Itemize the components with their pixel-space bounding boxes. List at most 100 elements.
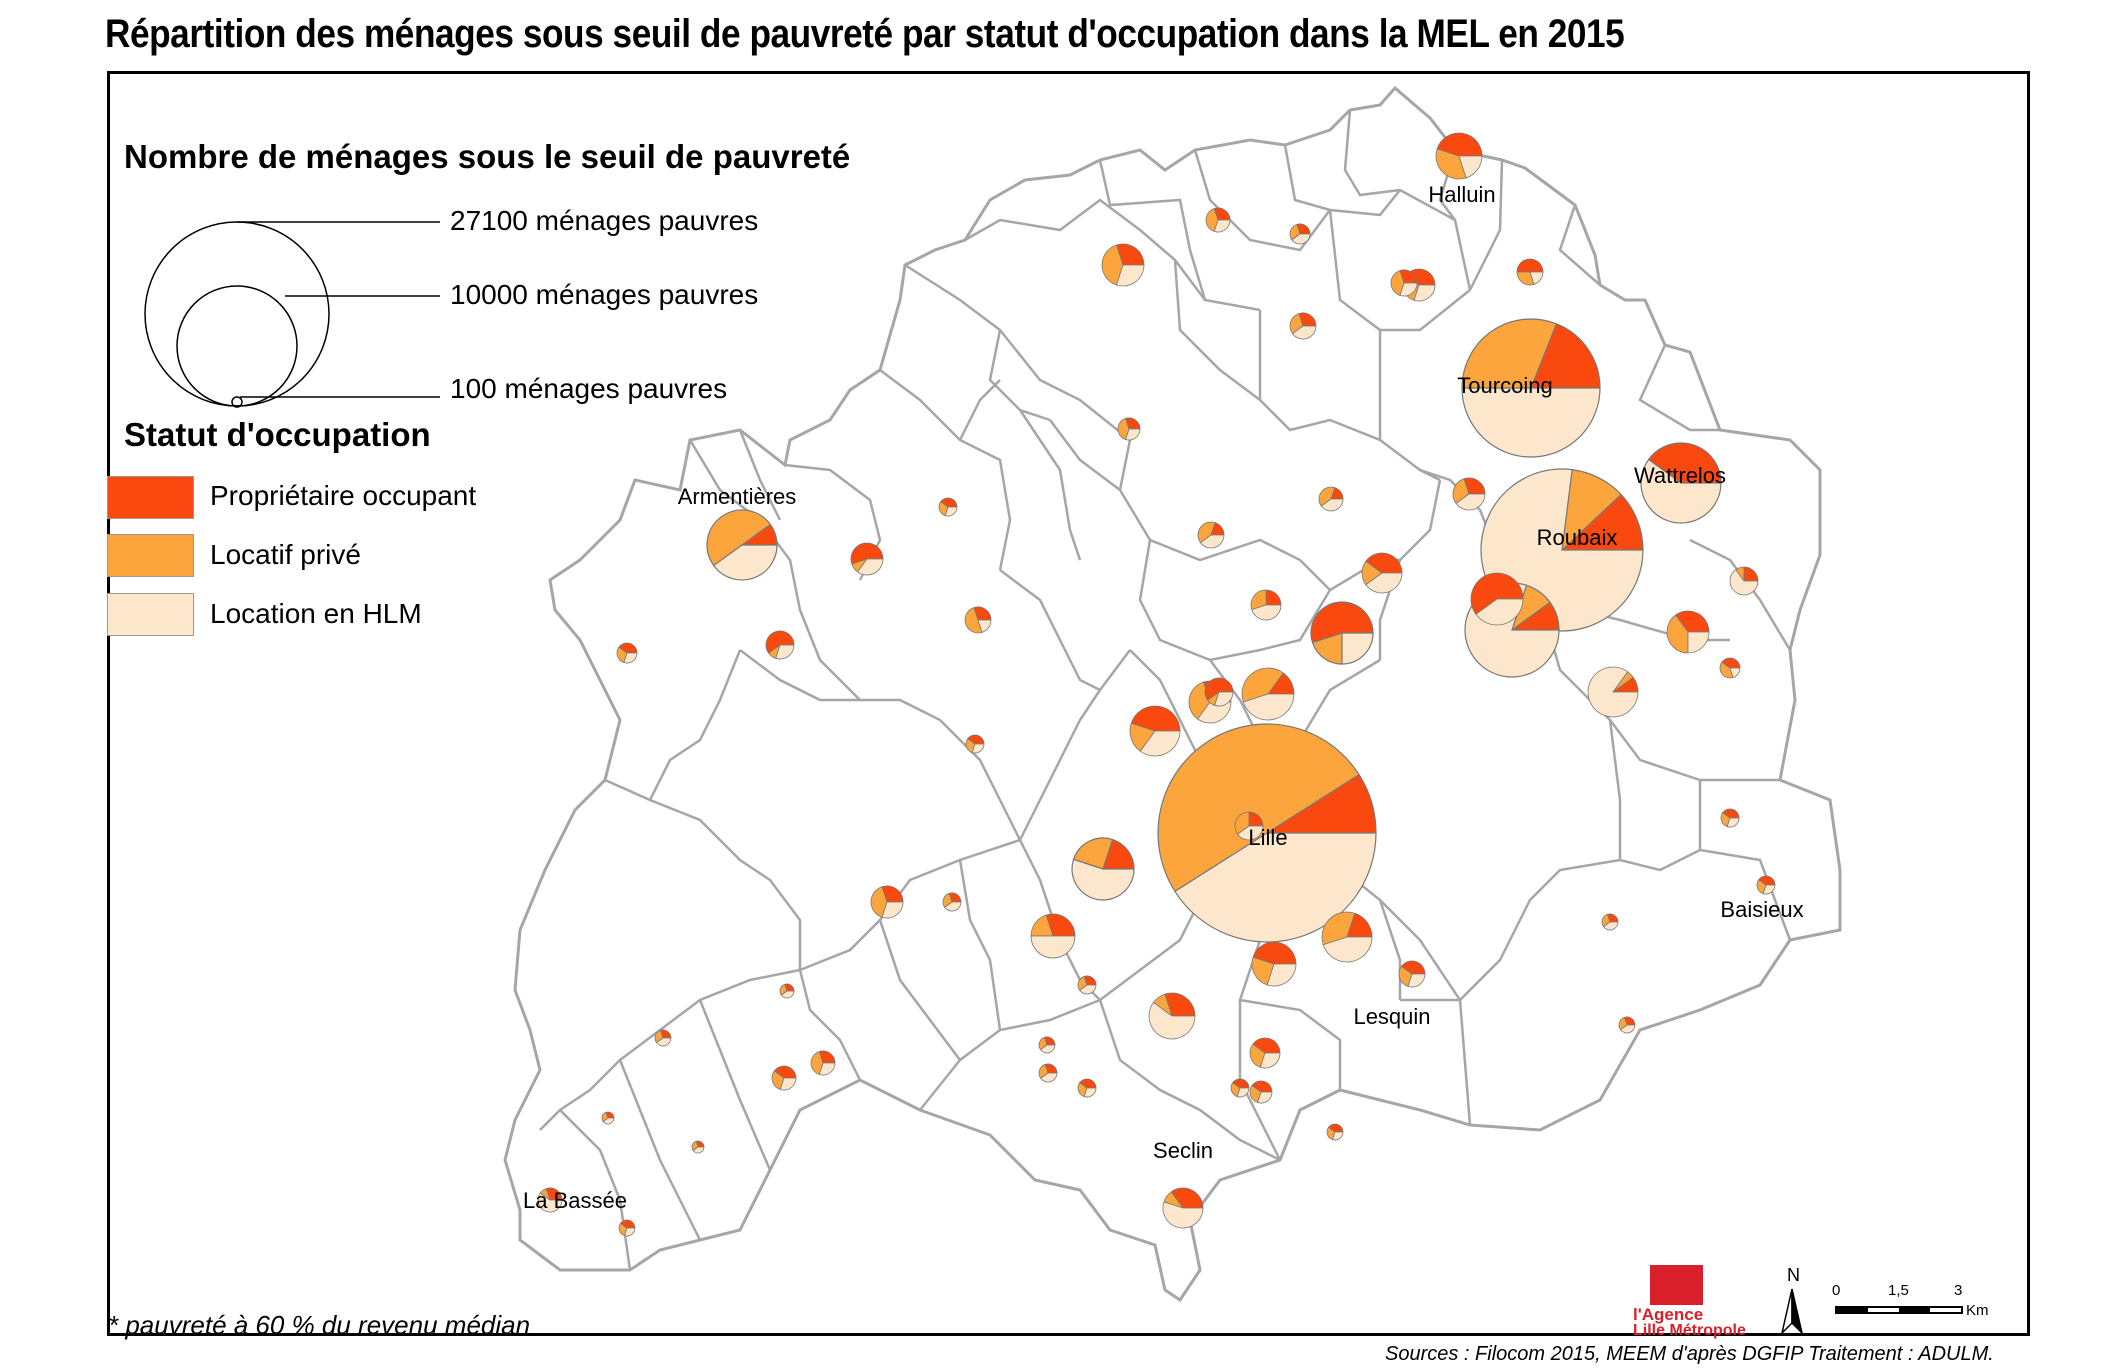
pie-slice-owner <box>1116 243 1145 266</box>
size-legend-label-small: 100 ménages pauvres <box>450 373 728 404</box>
scale-label-1: 1,5 <box>1888 1282 1909 1299</box>
pie-slice-private <box>1250 589 1267 611</box>
map-title: Répartition des ménages sous seuil de pa… <box>105 12 1625 56</box>
pie-chart-commune <box>1516 258 1544 286</box>
pie-chart-commune <box>938 497 958 517</box>
pie-slice-social <box>1039 1044 1056 1054</box>
city-label-baisieux: Baisieux <box>1720 897 1803 922</box>
legend-label-owner: Propriétaire occupant <box>210 480 477 511</box>
size-legend-title: Nombre de ménages sous le seuil de pauvr… <box>124 138 851 175</box>
pie-chart-commune <box>942 892 962 912</box>
pie-slice-private <box>1072 837 1114 870</box>
pie-slice-social <box>1291 233 1311 245</box>
pie-chart-commune <box>1719 657 1741 679</box>
pie-chart-commune <box>1756 875 1776 895</box>
size-legend-label-medium: 10000 ménages pauvres <box>450 279 759 310</box>
pie-slice-social <box>655 1037 672 1047</box>
pie-slice-social <box>1461 387 1601 458</box>
pie-slice-owner <box>1251 1080 1273 1093</box>
pie-slice-owner <box>1252 1037 1281 1054</box>
pie-slice-social <box>1475 598 1524 626</box>
pie-slice-social <box>1040 1072 1058 1083</box>
pie-slice-social <box>1413 284 1436 302</box>
pie-slice-social <box>944 506 958 517</box>
pie-slice-social <box>537 1192 563 1213</box>
pie-slice-social <box>1199 534 1225 549</box>
pie-chart-commune <box>691 1140 705 1154</box>
pie-slice-social <box>1365 572 1403 594</box>
city-labels: Halluin Tourcoing Wattrelos Roubaix Arme… <box>523 182 1804 1213</box>
pie-slice-social <box>1242 693 1295 721</box>
pie-chart-commune <box>779 983 795 999</box>
pie-slice-owner <box>1722 808 1740 819</box>
size-legend-circle-large <box>144 221 330 407</box>
pie-slice-private <box>1289 313 1304 335</box>
pie-chart-commune <box>706 509 778 581</box>
pie-chart-commune <box>1249 1080 1273 1104</box>
pie-slice-owner <box>1436 132 1483 157</box>
pie-chart-commune <box>765 630 795 660</box>
city-label-roubaix: Roubaix <box>1537 525 1618 550</box>
pie-slice-private <box>1452 478 1470 504</box>
pie-slice-social <box>1291 325 1317 340</box>
pie-slice-social <box>1213 219 1231 233</box>
pie-chart-commune <box>1205 207 1231 233</box>
scale-unit: Km <box>1966 1302 1989 1319</box>
pie-slice-social <box>1587 666 1639 718</box>
pie-chart-commune <box>1101 243 1145 287</box>
pie-slice-private <box>1461 318 1558 389</box>
pie-chart-commune <box>537 1187 563 1213</box>
pie-slice-social <box>1266 963 1297 987</box>
pie-slice-owner <box>618 642 638 654</box>
pie-slice-private <box>1435 148 1467 180</box>
pie-slice-social <box>1729 667 1741 679</box>
pie-slice-private <box>870 886 888 918</box>
pie-slice-owner <box>773 1065 797 1079</box>
pie-slice-owner <box>1204 677 1234 701</box>
pie-chart-commune <box>654 1029 672 1047</box>
city-label-lesquin: Lesquin <box>1353 1004 1430 1029</box>
scale-bar-outline <box>1835 1306 1963 1314</box>
pie-chart-commune <box>618 1219 636 1237</box>
pie-slice-social <box>1116 264 1145 287</box>
agency-logo: l'Agence Lille Métropole <box>1633 1265 1746 1339</box>
pie-chart-commune <box>1666 610 1710 654</box>
city-label-lille: Lille <box>1248 825 1287 850</box>
pie-chart-commune <box>1310 601 1374 665</box>
pie-slice-owner <box>1758 875 1776 886</box>
pie-slice-social <box>1332 1131 1344 1141</box>
pie-slice-private <box>1205 208 1219 232</box>
pie-chart-commune <box>1077 975 1097 995</box>
pie-slice-social <box>1407 973 1426 988</box>
pie-chart-commune <box>1117 417 1141 441</box>
pie-slice-social <box>1687 631 1710 654</box>
pie-chart-commune <box>1241 667 1295 721</box>
pie-slice-owner <box>1232 1078 1250 1089</box>
city-label-la-bassee: La Bassée <box>523 1188 627 1213</box>
pie-slice-social <box>1640 458 1722 524</box>
pie-slice-social <box>1341 632 1374 665</box>
pie-slice-social <box>1214 691 1234 707</box>
pie-chart-commune <box>1618 1016 1636 1034</box>
city-label-wattrelos: Wattrelos <box>1634 463 1726 488</box>
pie-chart-commune <box>965 734 985 754</box>
legend-swatch-owner <box>107 476 194 519</box>
pie-slice-owner <box>1045 913 1076 937</box>
pie-chart-commune <box>1038 1036 1056 1054</box>
scale-label-2: 3 <box>1954 1282 1963 1299</box>
pie-slice-private <box>1321 911 1356 946</box>
pie-slice-private <box>706 509 772 567</box>
pie-slice-owner <box>1463 477 1486 495</box>
pie-slice-social <box>971 743 985 754</box>
pie-slice-social <box>1602 921 1619 931</box>
pie-slice-private <box>1157 723 1360 893</box>
pie-slice-social <box>779 1077 797 1091</box>
pie-slice-owner <box>973 606 992 621</box>
pie-slice-owner <box>1399 269 1418 284</box>
pie-slice-private <box>1249 1043 1266 1068</box>
city-label-halluin: Halluin <box>1428 182 1495 207</box>
pie-slice-owner <box>1079 1078 1097 1089</box>
pie-chart-commune <box>1452 477 1486 511</box>
pie-chart-commune <box>1129 705 1181 757</box>
